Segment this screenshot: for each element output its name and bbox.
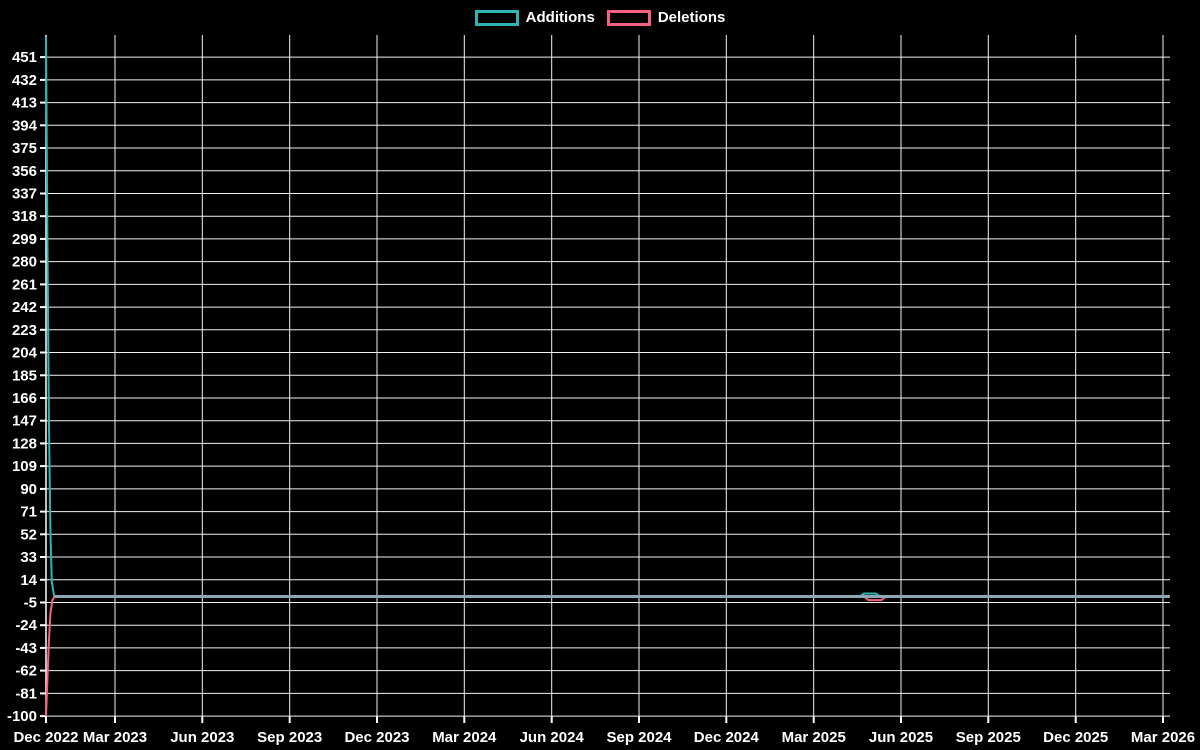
y-tick-label: 109 bbox=[12, 458, 37, 475]
y-tick-label: -100 bbox=[7, 708, 37, 725]
y-tick-label: 71 bbox=[20, 504, 37, 521]
legend-label: Additions bbox=[525, 9, 595, 26]
y-tick-label: 432 bbox=[12, 72, 37, 89]
y-tick-label: 166 bbox=[12, 390, 37, 407]
additions-line bbox=[45, 36, 1170, 598]
x-tick-label: Mar 2026 bbox=[1131, 729, 1195, 746]
y-tick-label: 451 bbox=[12, 49, 37, 66]
x-tick-label: Sep 2024 bbox=[606, 729, 672, 746]
y-tick-label: -62 bbox=[15, 663, 37, 680]
x-tick-label: Jun 2024 bbox=[520, 729, 585, 746]
y-tick-label: 413 bbox=[12, 95, 37, 112]
legend-swatch-additions bbox=[474, 9, 519, 26]
y-tick-label: -81 bbox=[15, 685, 37, 702]
y-tick-label: 204 bbox=[12, 345, 38, 362]
x-tick-label: Dec 2024 bbox=[694, 729, 760, 746]
y-tick-label: 261 bbox=[12, 276, 37, 293]
legend-item-deletions[interactable]: Deletions bbox=[606, 9, 726, 26]
y-tick-label: 375 bbox=[12, 140, 37, 157]
x-tick-label: Dec 2025 bbox=[1043, 729, 1108, 746]
y-tick-label: 318 bbox=[12, 208, 37, 225]
x-tick-label: Sep 2023 bbox=[257, 729, 322, 746]
x-tick-label: Jun 2023 bbox=[170, 729, 234, 746]
y-tick-label: 147 bbox=[12, 413, 37, 430]
y-tick-label: -43 bbox=[15, 640, 37, 657]
legend-swatch-deletions bbox=[606, 9, 651, 26]
x-tick-label: Mar 2025 bbox=[782, 729, 846, 746]
y-tick-label: -5 bbox=[24, 595, 37, 612]
y-tick-label: 299 bbox=[12, 231, 37, 248]
legend-item-additions[interactable]: Additions bbox=[474, 9, 595, 26]
y-tick-label: 356 bbox=[12, 163, 37, 180]
y-tick-label: 394 bbox=[12, 117, 38, 134]
y-tick-label: 14 bbox=[20, 572, 37, 589]
x-tick-label: Mar 2024 bbox=[432, 729, 497, 746]
deletions-line bbox=[45, 595, 1170, 717]
chart-legend: Additions Deletions bbox=[0, 9, 1200, 26]
y-tick-label: 185 bbox=[12, 367, 37, 384]
x-tick-label: Dec 2023 bbox=[344, 729, 409, 746]
y-tick-label: 242 bbox=[12, 299, 37, 316]
y-tick-label: -24 bbox=[15, 617, 37, 634]
y-tick-label: 33 bbox=[20, 549, 37, 566]
y-tick-label: 90 bbox=[20, 481, 37, 498]
x-tick-label: Sep 2025 bbox=[956, 729, 1021, 746]
y-tick-label: 280 bbox=[12, 254, 37, 271]
x-tick-label: Jun 2025 bbox=[869, 729, 933, 746]
y-tick-label: 52 bbox=[20, 526, 37, 543]
x-tick-label: Dec 2022 bbox=[13, 729, 78, 746]
legend-label: Deletions bbox=[657, 9, 726, 26]
y-tick-label: 128 bbox=[12, 435, 37, 452]
x-tick-label: Mar 2023 bbox=[83, 729, 147, 746]
y-tick-label: 337 bbox=[12, 186, 37, 203]
y-tick-label: 223 bbox=[12, 322, 37, 339]
